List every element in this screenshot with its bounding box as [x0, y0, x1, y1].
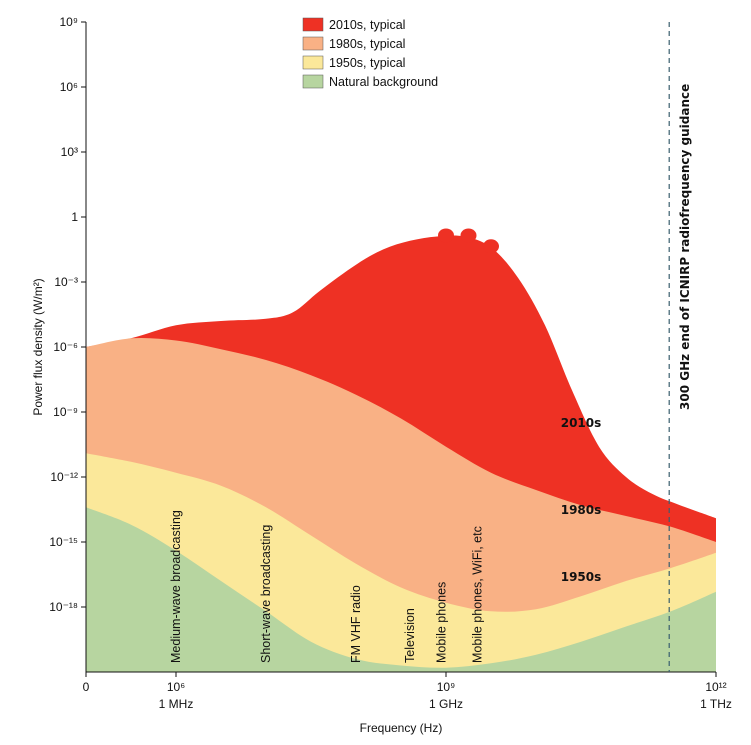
x-tick-sublabel: 1 MHz [159, 697, 194, 711]
y-tick-label: 10⁹ [60, 15, 79, 29]
legend-label-1980s-typical: 1980s, typical [329, 37, 405, 51]
area-layer [86, 228, 716, 673]
peak-bump-2 [460, 228, 477, 243]
y-tick-label: 1 [71, 210, 78, 224]
legend-label-natural-background: Natural background [329, 75, 438, 89]
peak-bump-1 [438, 228, 454, 243]
area-natural-background [86, 507, 716, 672]
y-tick-label: 10⁻¹⁸ [49, 600, 78, 614]
y-tick-label: 10⁻³ [54, 275, 78, 289]
x-tick-sublabel: 1 GHz [429, 697, 463, 711]
x-tick-sublabel: 1 THz [700, 697, 732, 711]
annotation-short-wave-broadcasting: Short-wave broadcasting [259, 525, 273, 663]
annotation-fm-vhf-radio: FM VHF radio [349, 585, 363, 663]
annotation-mobile-phones: Mobile phones [435, 582, 449, 663]
x-axis-title: Frequency (Hz) [360, 721, 443, 735]
annotation-television: Television [403, 608, 417, 663]
y-tick-label: 10⁻¹² [50, 470, 78, 484]
legend-label-2010s-typical: 2010s, typical [329, 18, 405, 32]
peak-bump-3 [483, 239, 499, 254]
guideline: 300 GHz end of ICNIRP radiofrequency gui… [668, 22, 692, 672]
legend-swatch-2010s-typical [302, 17, 324, 32]
legend-swatch-1950s-typical [302, 55, 324, 70]
annotations: Medium-wave broadcasting Short-wave broad… [169, 510, 485, 663]
x-tick-label: 0 [83, 680, 90, 694]
band-label-1950s: 1950s [561, 570, 602, 584]
legend-swatch-1980s-typical [302, 36, 324, 51]
y-ticks: 10⁹ 10⁶ 10³ 1 10⁻³ 10⁻⁶ 10⁻⁹ 10⁻¹² 10⁻¹⁵ 10⁻¹⁸ [49, 15, 86, 614]
y-tick-label: 10⁻⁹ [53, 405, 78, 419]
band-labels: 2010s 1980s 1950s [561, 416, 602, 584]
y-tick-label: 10⁻⁶ [53, 340, 78, 354]
band-label-2010s: 2010s [561, 416, 602, 430]
legend-label-1950s-typical: 1950s, typical [329, 56, 405, 70]
y-tick-label: 10⁻¹⁵ [49, 535, 78, 549]
x-tick-label: 10¹² [705, 680, 726, 694]
legend: 2010s, typical 1980s, typical 1950s, typic… [302, 17, 438, 89]
legend-swatch-natural-background [302, 74, 324, 89]
x-tick-label: 10⁶ [167, 680, 185, 694]
x-tick-label: 10⁹ [437, 680, 456, 694]
y-axis-title: Power flux density (W/m²) [31, 278, 45, 415]
band-label-1980s: 1980s [561, 503, 602, 517]
icnirp-guideline-label: 300 GHz end of ICNIRP radiofrequency gui… [678, 84, 692, 410]
annotation-medium-wave-broadcasting: Medium-wave broadcasting [169, 510, 183, 663]
y-tick-label: 10³ [61, 145, 78, 159]
x-ticks: 0 10⁶ 1 MHz 10⁹ 1 GHz 10¹² 1 THz [83, 672, 732, 711]
annotation-mobile-phones-wifi-etc: Mobile phones, WiFi, etc [471, 526, 485, 663]
y-tick-label: 10⁶ [60, 80, 78, 94]
